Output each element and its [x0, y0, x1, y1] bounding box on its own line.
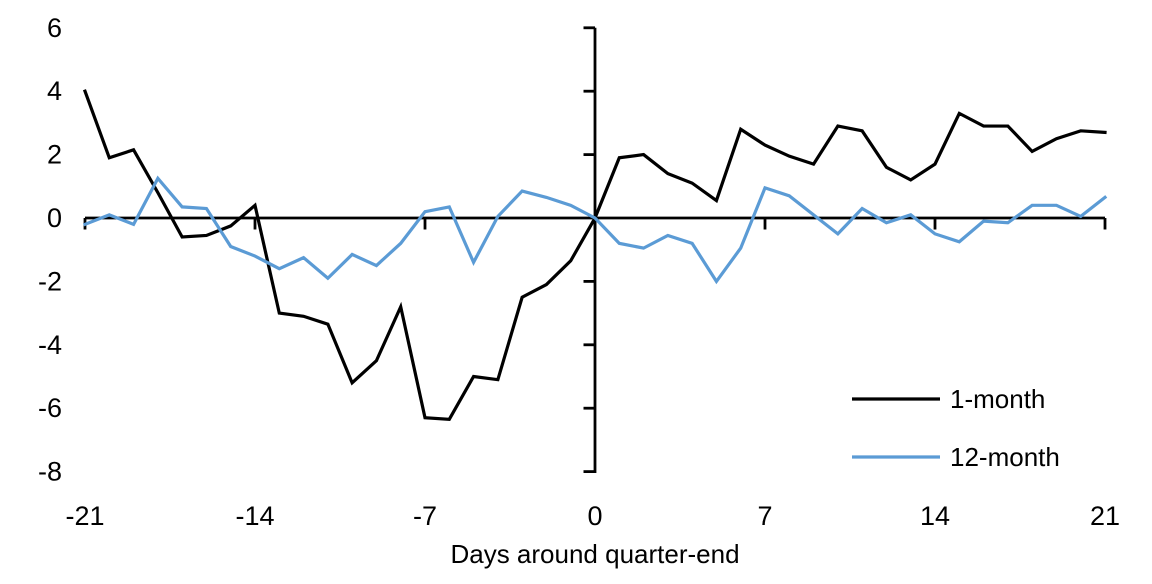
axis-tick-labels: -21 -14 -7 0 7 14 21 6 4 2 0 -2 -4 -6 -8	[38, 13, 1120, 531]
y-tick-label: 4	[47, 76, 62, 106]
x-tick-label: 14	[920, 501, 950, 531]
x-tick-label: -21	[65, 501, 104, 531]
x-tick-label: -14	[235, 501, 274, 531]
series-lines	[82, 89, 1108, 421]
legend: 1-month 12-month	[852, 384, 1060, 472]
series-line-12-month	[82, 175, 1108, 285]
x-tick-label: -7	[413, 501, 437, 531]
legend-label-12-month: 12-month	[950, 442, 1060, 472]
y-tick-label: -2	[38, 266, 62, 296]
y-tick-label: -6	[38, 393, 62, 423]
y-tick-label: -4	[38, 330, 62, 360]
y-tick-label: 6	[47, 13, 62, 43]
y-tick-label: 2	[47, 140, 62, 170]
x-tick-label: 21	[1090, 501, 1120, 531]
x-tick-label: 7	[757, 501, 772, 531]
x-axis-title: Days around quarter-end	[450, 539, 739, 569]
y-tick-label: -8	[38, 457, 62, 487]
legend-label-1-month: 1-month	[950, 384, 1045, 414]
y-tick-label: 0	[47, 203, 62, 233]
x-tick-label: 0	[587, 501, 602, 531]
